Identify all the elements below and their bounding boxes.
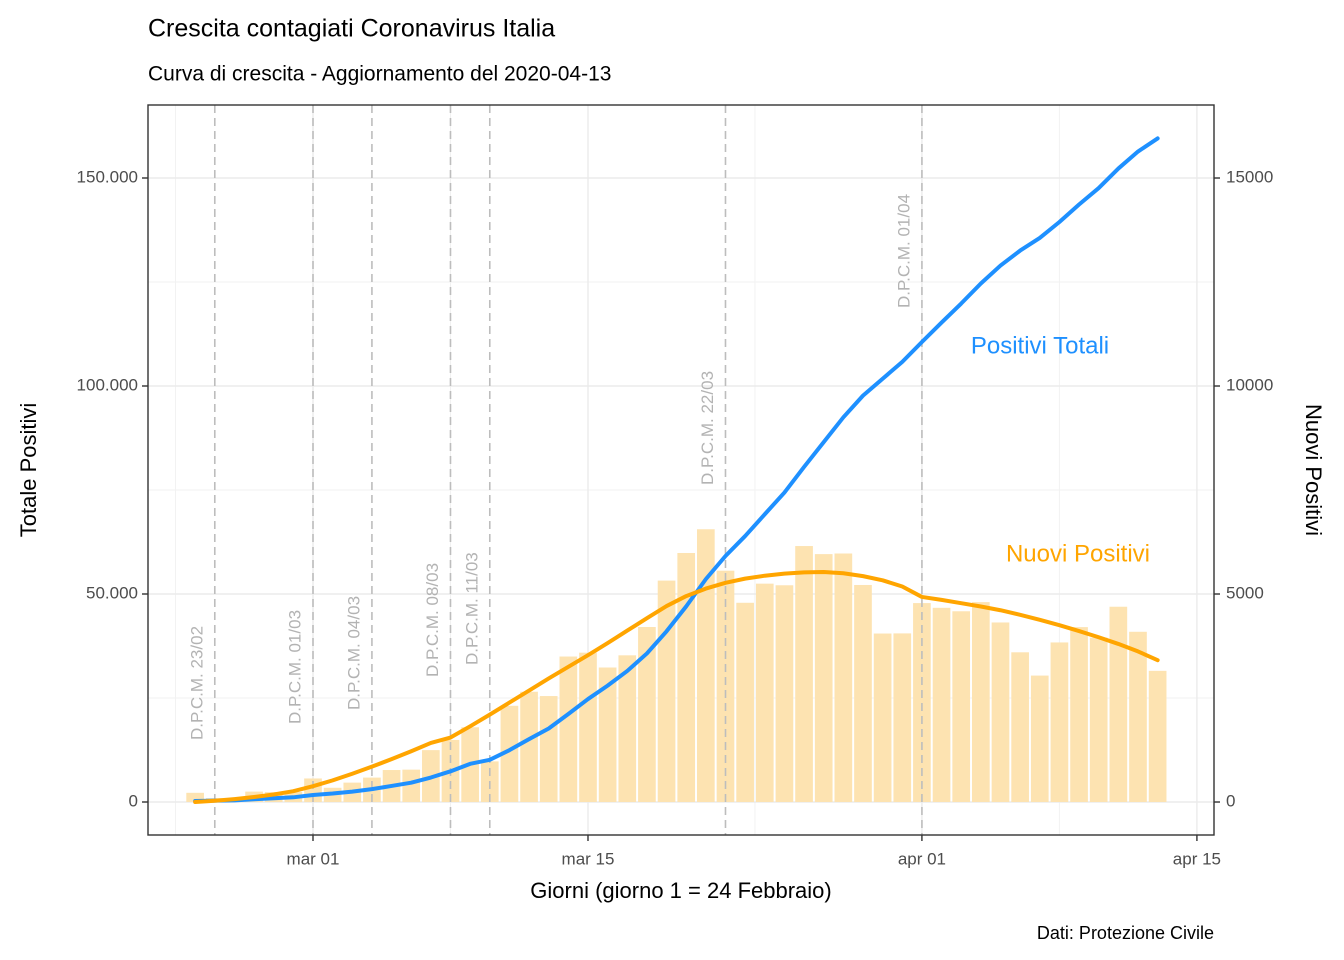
chart-subtitle: Curva di crescita - Aggiornamento del 20… [148, 63, 611, 86]
bar [991, 622, 1010, 803]
line [193, 569, 1160, 805]
bar [1089, 637, 1108, 803]
bar [775, 585, 794, 803]
bar [618, 655, 637, 803]
x-tick-label: mar 01 [287, 849, 340, 868]
y-axis-title: Totale Positivi [16, 403, 41, 538]
caption: Dati: Protezione Civile [1037, 923, 1214, 943]
bar [716, 570, 735, 803]
bar [1148, 670, 1167, 803]
annotation-label: D.P.C.M. 01/03 [285, 610, 304, 724]
bar [186, 792, 204, 803]
annotation-label: D.P.C.M. 23/02 [187, 626, 206, 740]
bar [539, 696, 558, 803]
annotation-label: D.P.C.M. 04/03 [344, 596, 363, 710]
y-tick-label: 150.000 [77, 167, 138, 186]
y2-tick-label: 0 [1226, 791, 1235, 810]
annotation-label: D.P.C.M. 22/03 [698, 371, 717, 485]
bar [814, 554, 833, 803]
bar [677, 552, 696, 803]
bar [598, 667, 617, 803]
y-tick-label: 100.000 [77, 375, 138, 394]
x-axis-title: Giorni (giorno 1 = 24 Febbraio) [530, 878, 831, 903]
bar [1129, 631, 1147, 803]
chart-title: Crescita contagiati Coronavirus Italia [148, 15, 555, 43]
bar [952, 611, 971, 803]
bar [1109, 606, 1128, 803]
y2-tick-label: 5000 [1226, 583, 1264, 602]
panel-border [147, 104, 1215, 836]
annotation-label: D.P.C.M. 11/03 [462, 552, 481, 665]
y2-tick-label: 10000 [1226, 375, 1273, 394]
line [193, 136, 1160, 804]
bar [559, 656, 578, 803]
bar [1050, 642, 1069, 803]
y-tick-label: 0 [129, 791, 138, 810]
bar [873, 633, 892, 803]
bar [932, 607, 951, 803]
bar [893, 633, 912, 803]
y2-tick-label: 15000 [1226, 167, 1273, 186]
y-tick-label: 50.000 [86, 583, 138, 602]
series-label: Nuovi Positivi [1006, 540, 1150, 567]
bar [638, 626, 656, 803]
bar [697, 529, 715, 803]
bar [913, 603, 931, 803]
annotation-label: D.P.C.M. 08/03 [423, 563, 442, 677]
bar [1030, 675, 1049, 803]
bar [520, 691, 538, 803]
bar [500, 705, 519, 803]
bar [1070, 627, 1088, 803]
bar [1011, 652, 1029, 803]
x-tick-label: apr 15 [1173, 849, 1221, 868]
x-tick-label: mar 15 [562, 849, 615, 868]
series-label: Positivi Totali [971, 332, 1109, 359]
bar [854, 584, 872, 803]
bar [657, 580, 676, 803]
annotation-label: D.P.C.M. 01/04 [894, 194, 913, 308]
bar [972, 602, 990, 803]
x-tick-label: apr 01 [898, 849, 946, 868]
bar [402, 769, 421, 803]
bar [579, 652, 597, 803]
bar [736, 602, 754, 803]
bar [755, 583, 774, 803]
y2-axis-title: Nuovi Positivi [1301, 404, 1326, 536]
bar [795, 546, 813, 803]
bar [834, 553, 853, 803]
